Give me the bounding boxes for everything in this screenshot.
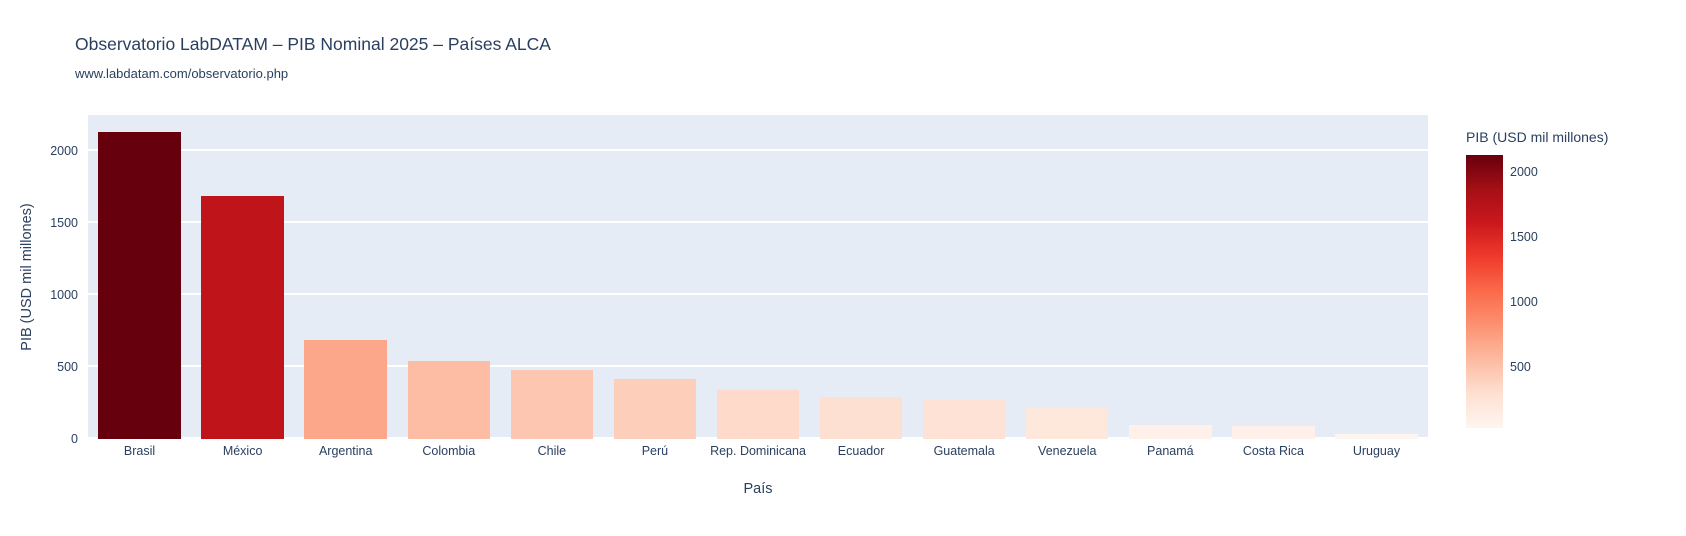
y-tick-label-500: 500 (57, 360, 78, 375)
gridline-500 (88, 365, 1428, 368)
band-rep-dominicana (706, 115, 809, 439)
bar-peru[interactable] (613, 378, 697, 439)
bar-rep-dominicana[interactable] (716, 390, 800, 439)
bar-chile[interactable] (510, 369, 594, 439)
band-mexico (191, 115, 294, 439)
bar-panama[interactable] (1129, 424, 1212, 439)
x-label-guatemala: Guatemala (933, 444, 995, 458)
x-axis-title: País (743, 481, 773, 497)
colorbar-tick-label-1500: 1500 (1510, 230, 1538, 245)
x-label-brasil: Brasil (123, 444, 156, 458)
bar-brasil[interactable] (98, 132, 181, 439)
x-label-venezuela: Venezuela (1038, 444, 1097, 458)
colorbar-tick-label-2000: 2000 (1510, 164, 1538, 179)
x-label-mexico: México (222, 444, 263, 458)
y-axis-ticks: 0 500 1000 1500 2000 (0, 115, 84, 445)
x-label-costa-rica: Costa Rica (1242, 444, 1304, 458)
x-label-panama: Panamá (1147, 444, 1194, 458)
band-colombia (397, 115, 500, 439)
band-panama (1119, 115, 1222, 439)
band-chile (500, 115, 603, 439)
plot-area (88, 115, 1428, 439)
x-label-colombia: Colombia (422, 444, 476, 458)
x-label-rep-dominicana: Rep. Dominicana (710, 444, 806, 458)
band-argentina (294, 115, 397, 439)
bar-argentina[interactable] (304, 340, 387, 439)
bar-colombia[interactable] (407, 360, 490, 439)
band-peru (603, 115, 706, 439)
bar-mexico[interactable] (201, 195, 284, 439)
band-guatemala (913, 115, 1016, 439)
gridline-1000 (88, 293, 1428, 296)
bars-row (88, 115, 1428, 439)
y-tick-label-2000: 2000 (50, 144, 78, 159)
band-uruguay (1325, 115, 1428, 439)
band-brasil (88, 115, 191, 439)
colorbar-gradient (1466, 155, 1503, 428)
band-venezuela (1016, 115, 1119, 439)
chart-title: Observatorio LabDATAM – PIB Nominal 2025… (75, 34, 551, 54)
y-tick-label-0: 0 (71, 432, 78, 446)
x-label-argentina: Argentina (318, 444, 373, 458)
bar-uruguay[interactable] (1335, 433, 1418, 439)
gridline-2000 (88, 149, 1428, 152)
colorbar-tick-label-500: 500 (1510, 360, 1531, 375)
y-tick-label-1500: 1500 (50, 216, 78, 230)
colorbar-title: PIB (USD mil millones) (1466, 129, 1609, 145)
bar-ecuador[interactable] (819, 396, 903, 439)
colorbar-tick-label-1000: 1000 (1510, 295, 1538, 310)
bar-venezuela[interactable] (1026, 408, 1109, 439)
bar-costa-rica[interactable] (1232, 426, 1315, 439)
x-label-peru: Perú (641, 444, 669, 458)
band-costa-rica (1222, 115, 1325, 439)
x-axis-labels: Brasil México Argentina Colombia Chile Perú Re… (88, 444, 1428, 458)
chart-subtitle-url: www.labdatam.com/observatorio.php (75, 66, 289, 81)
y-tick-label-1000: 1000 (50, 288, 78, 303)
x-label-chile: Chile (537, 444, 567, 458)
x-label-uruguay: Uruguay (1352, 444, 1401, 458)
bar-guatemala[interactable] (922, 400, 1006, 439)
gridline-1500 (88, 221, 1428, 223)
x-label-ecuador: Ecuador (837, 444, 885, 458)
band-ecuador (810, 115, 913, 439)
